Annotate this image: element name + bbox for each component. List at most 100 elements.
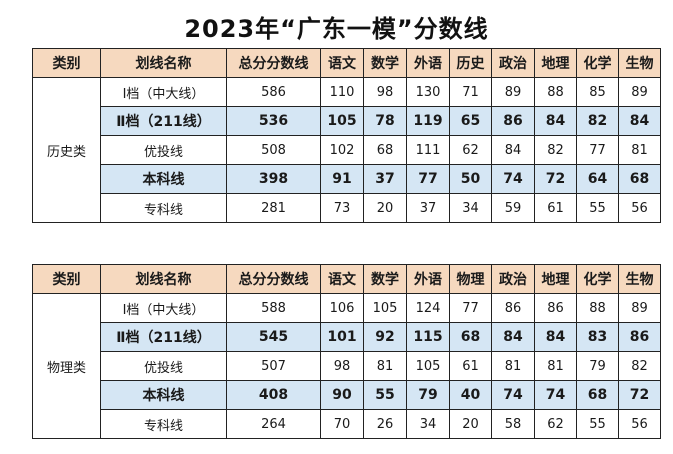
- subject-score-cell: 119: [406, 106, 450, 136]
- subject-score-cell: 34: [406, 409, 450, 439]
- subject-score-cell: 79: [406, 380, 450, 410]
- line-name-cell: Ⅱ档（211线）: [100, 106, 227, 136]
- subject-score-cell: 37: [363, 164, 407, 194]
- line-name-cell: Ⅰ档（中大线）: [100, 77, 227, 107]
- line-name-cell: Ⅱ档（211线）: [100, 322, 227, 352]
- subject-score-cell: 73: [320, 193, 364, 223]
- subject-score-cell: 110: [320, 77, 364, 107]
- subject-score-cell: 84: [491, 135, 535, 165]
- subject-score-cell: 61: [534, 193, 577, 223]
- subject-score-cell: 98: [320, 351, 364, 381]
- total-score-cell: 586: [226, 77, 321, 107]
- table-row: 物理类 Ⅰ档（中大线） 588 106 105 124 77 86 86 88 89: [32, 293, 661, 439]
- column-header: 总分分数线: [226, 264, 321, 294]
- subject-score-cell: 79: [576, 351, 619, 381]
- table-row: 本科线 408 90 55 79 40 74 74 68 72: [33, 380, 661, 410]
- total-score-cell: 281: [226, 193, 321, 223]
- subject-score-cell: 111: [406, 135, 450, 165]
- subject-score-cell: 74: [491, 164, 535, 194]
- subject-score-cell: 78: [363, 106, 407, 136]
- subject-score-cell: 40: [449, 380, 492, 410]
- subject-score-cell: 68: [363, 135, 407, 165]
- subject-score-cell: 77: [406, 164, 450, 194]
- table-row: 专科线 281 73 20 37 34 59 61 55 56: [33, 193, 661, 223]
- subject-score-cell: 82: [576, 106, 619, 136]
- column-header: 外语: [406, 48, 450, 78]
- subject-score-cell: 20: [449, 409, 492, 439]
- column-header: 政治: [491, 48, 535, 78]
- column-header: 划线名称: [100, 48, 227, 78]
- column-header: 物理: [449, 264, 492, 294]
- category-cell: 物理类: [32, 293, 101, 439]
- header-row: 类别 划线名称 总分分数线 语文 数学 外语 历史 政治 地理 化学 生物: [32, 48, 661, 78]
- subject-score-cell: 91: [320, 164, 364, 194]
- total-score-cell: 545: [226, 322, 321, 352]
- subject-score-cell: 88: [534, 77, 577, 107]
- subject-score-cell: 81: [618, 135, 661, 165]
- subject-score-cell: 98: [363, 77, 407, 107]
- subject-score-cell: 81: [534, 351, 577, 381]
- subject-score-cell: 55: [576, 409, 619, 439]
- subject-score-cell: 61: [449, 351, 492, 381]
- subject-score-cell: 101: [320, 322, 364, 352]
- subject-score-cell: 72: [618, 380, 661, 410]
- subject-score-cell: 90: [320, 380, 364, 410]
- subject-score-cell: 86: [491, 106, 535, 136]
- subject-score-cell: 86: [534, 293, 577, 323]
- line-name-cell: 本科线: [100, 164, 227, 194]
- column-header: 划线名称: [100, 264, 227, 294]
- subject-score-cell: 82: [534, 135, 577, 165]
- total-score-cell: 408: [226, 380, 321, 410]
- subject-score-cell: 84: [491, 322, 535, 352]
- column-header: 生物: [618, 48, 661, 78]
- total-score-cell: 536: [226, 106, 321, 136]
- header-row: 类别 划线名称 总分分数线 语文 数学 外语 物理 政治 地理 化学 生物: [32, 264, 661, 294]
- column-header: 历史: [449, 48, 492, 78]
- subject-score-cell: 56: [618, 193, 661, 223]
- table-row: 优投线 508 102 68 111 62 84 82 77 81: [33, 135, 661, 165]
- subject-score-cell: 62: [449, 135, 492, 165]
- subject-score-cell: 115: [406, 322, 450, 352]
- physics-score-table: 类别 划线名称 总分分数线 语文 数学 外语 物理 政治 地理 化学 生物 物理类 Ⅰ档（中大线） 58…: [32, 264, 661, 439]
- category-cell: 历史类: [32, 77, 101, 223]
- line-name-cell: 本科线: [100, 380, 227, 410]
- subject-score-cell: 105: [406, 351, 450, 381]
- column-header: 总分分数线: [226, 48, 321, 78]
- subject-score-cell: 20: [363, 193, 407, 223]
- subject-score-cell: 64: [576, 164, 619, 194]
- line-name-cell: 专科线: [100, 193, 227, 223]
- table-row: 专科线 264 70 26 34 20 58 62 55 56: [33, 409, 661, 439]
- subject-score-cell: 89: [618, 77, 661, 107]
- subject-score-cell: 130: [406, 77, 450, 107]
- subject-score-cell: 92: [363, 322, 407, 352]
- column-header: 化学: [576, 48, 619, 78]
- subject-score-cell: 106: [320, 293, 364, 323]
- line-name-cell: 专科线: [100, 409, 227, 439]
- subject-score-cell: 68: [576, 380, 619, 410]
- column-header: 类别: [32, 48, 101, 78]
- subject-score-cell: 26: [363, 409, 407, 439]
- column-header: 生物: [618, 264, 661, 294]
- subject-score-cell: 55: [576, 193, 619, 223]
- subject-score-cell: 89: [618, 293, 661, 323]
- subject-score-cell: 74: [534, 380, 577, 410]
- subject-score-cell: 85: [576, 77, 619, 107]
- subject-score-cell: 70: [320, 409, 364, 439]
- table-row: Ⅱ档（211线） 545 101 92 115 68 84 84 83 86: [33, 322, 661, 352]
- total-score-cell: 264: [226, 409, 321, 439]
- column-header: 外语: [406, 264, 450, 294]
- subject-score-cell: 65: [449, 106, 492, 136]
- line-name-cell: 优投线: [100, 135, 227, 165]
- table-row: Ⅱ档（211线） 536 105 78 119 65 86 84 82 84: [33, 106, 661, 136]
- subject-score-cell: 56: [618, 409, 661, 439]
- subject-score-cell: 83: [576, 322, 619, 352]
- table-row: 历史类 Ⅰ档（中大线） 586 110 98 130 71 89 88 85 89: [32, 77, 661, 223]
- subject-score-cell: 82: [618, 351, 661, 381]
- subject-score-cell: 84: [534, 322, 577, 352]
- subject-score-cell: 34: [449, 193, 492, 223]
- subject-score-cell: 68: [449, 322, 492, 352]
- subject-score-cell: 105: [363, 293, 407, 323]
- column-header: 地理: [534, 48, 577, 78]
- table-row: 本科线 398 91 37 77 50 74 72 64 68: [33, 164, 661, 194]
- line-name-cell: Ⅰ档（中大线）: [100, 293, 227, 323]
